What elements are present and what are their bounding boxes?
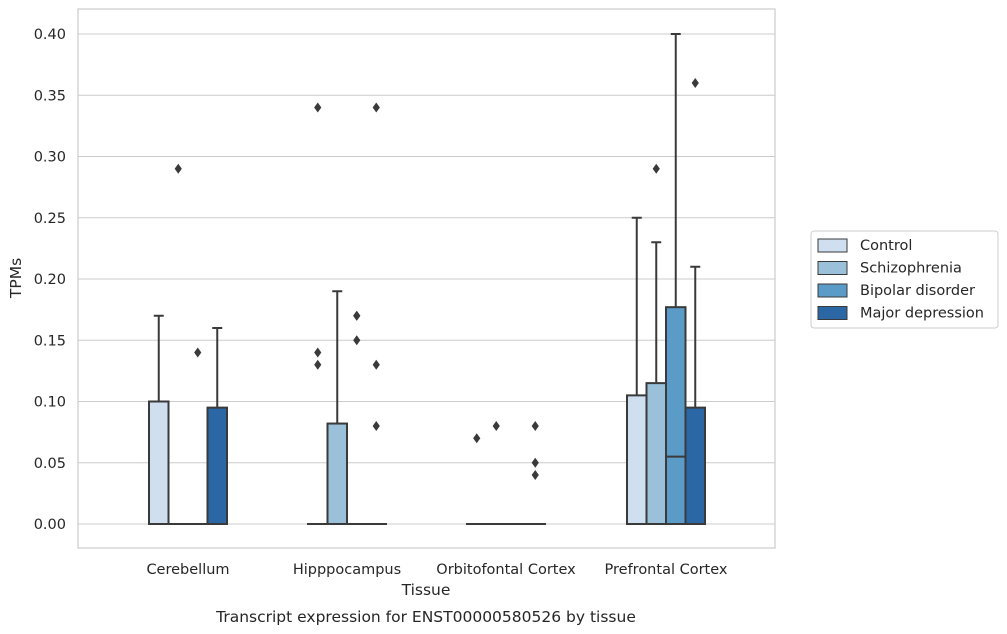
legend-swatch <box>817 261 848 275</box>
outlier-point <box>691 78 699 88</box>
x-tick-label: Cerebellum <box>146 562 229 578</box>
x-tick-label: Prefrontal Cortex <box>605 562 728 578</box>
y-tick-label: 0.40 <box>34 27 66 43</box>
y-tick-label: 0.20 <box>34 272 66 288</box>
outlier-point <box>372 102 380 113</box>
outlier-point <box>314 102 322 113</box>
x-tick-label: Orbitofontal Cortex <box>436 562 576 578</box>
outlier-point <box>473 433 481 444</box>
y-tick-label: 0.30 <box>34 150 66 166</box>
legend-frame <box>810 230 999 329</box>
outlier-point <box>174 163 182 174</box>
y-tick-label: 0.10 <box>34 395 66 411</box>
legend-label: Bipolar disorder <box>860 283 975 299</box>
box-body <box>665 306 687 525</box>
outlier-point <box>531 457 539 468</box>
outlier-point <box>372 359 380 370</box>
box-major-depression <box>684 78 706 525</box>
x-tick-label: Hipppocampus <box>293 562 401 578</box>
box-body <box>326 422 348 525</box>
outlier-point <box>372 421 380 431</box>
legend-label: Major depression <box>860 306 984 322</box>
outlier-point <box>531 470 539 480</box>
outlier-point <box>353 335 361 346</box>
y-tick-label: 0.25 <box>34 211 66 227</box>
box-body <box>684 406 706 525</box>
legend-swatch <box>817 283 848 298</box>
legend-swatch <box>817 306 848 320</box>
legend-swatch <box>817 238 848 253</box>
box-major-depression <box>365 102 387 526</box>
y-tick-label: 0.35 <box>34 88 66 104</box>
y-tick-label: 0.00 <box>34 517 66 533</box>
outlier-point <box>492 421 500 431</box>
box-body <box>206 406 228 525</box>
legend: Control Schizophrenia Bipolar disorder Majo… <box>810 230 999 329</box>
boxes <box>148 33 706 526</box>
x-axis-title: Tissue <box>401 581 451 599</box>
outlier-point <box>652 163 660 174</box>
box-body <box>626 394 648 525</box>
box-control <box>148 314 170 525</box>
chart-caption: Transcript expression for ENST0000058052… <box>215 608 636 626</box>
box-body <box>645 382 667 525</box>
legend-label: Schizophrenia <box>860 261 962 277</box>
box-control <box>466 433 488 526</box>
box-schizophrenia <box>326 290 348 525</box>
box-body <box>148 400 170 525</box>
x-tick-labels: Cerebellum Hipppocampus Orbitofontal Corte… <box>146 562 727 578</box>
y-tick-label: 0.05 <box>34 456 66 472</box>
outlier-point <box>531 421 539 431</box>
outlier-point <box>194 347 202 358</box>
box-major-depression <box>206 327 228 525</box>
y-axis-title: TPMs <box>7 258 25 299</box>
outlier-point <box>314 347 322 358</box>
y-tick-labels: 0.00 0.05 0.10 0.15 0.20 0.25 0.30 0.35 0.40 <box>34 27 66 533</box>
legend-label: Control <box>860 238 912 254</box>
outlier-point <box>353 310 361 321</box>
outlier-point <box>314 359 322 370</box>
box-major-depression <box>524 421 546 526</box>
y-tick-label: 0.15 <box>34 333 66 349</box>
